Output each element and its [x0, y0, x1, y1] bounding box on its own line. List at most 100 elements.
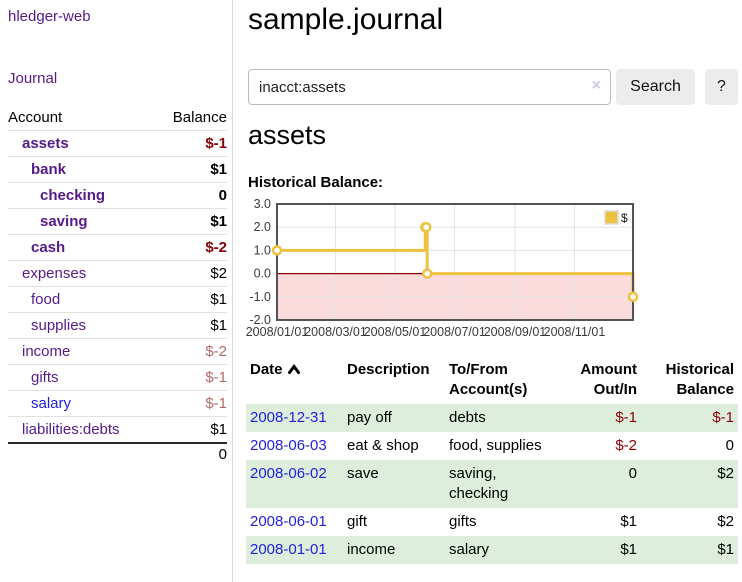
transaction-date-link[interactable]: 2008-01-01 [250, 541, 327, 558]
sidebar-accounts: assets $-1 bank $1 checking 0 saving $1 cash $-2 e… [8, 130, 227, 442]
clear-search-icon[interactable]: × [591, 77, 601, 94]
transaction-balance: $-1 [712, 409, 734, 426]
transaction-date-link[interactable]: 2008-06-02 [250, 465, 327, 482]
transaction-accounts: debts [449, 409, 486, 426]
sidebar-account-link[interactable]: cash [31, 239, 66, 256]
accounts-header: Account Balance [8, 105, 227, 130]
transaction-date-cell: 2008-06-02 [246, 460, 343, 508]
historical-balance-chart[interactable]: $3.0 2.0 1.0 0.0 -1.0 -2.02008/01/012008/03/0… [246, 197, 742, 348]
transaction-description: income [347, 541, 396, 558]
transaction-amount: $1 [620, 513, 637, 530]
sidebar-account-link[interactable]: saving [40, 213, 88, 230]
search-input[interactable] [248, 69, 611, 105]
accounts-total-row: 0 [8, 442, 227, 466]
transaction-date-link[interactable]: 2008-06-03 [250, 437, 327, 454]
svg-text:-2.0: -2.0 [249, 313, 271, 327]
svg-text:1.0: 1.0 [254, 243, 271, 257]
account-row: expenses $2 [8, 260, 227, 286]
account-balance: $-1 [205, 135, 227, 152]
column-header-accounts: To/From Account(s) [449, 361, 528, 398]
register-header-row: Date Description To/From Account(s) Amou… [246, 356, 738, 404]
transaction-date-cell: 2008-06-03 [246, 432, 343, 460]
account-row: gifts $-1 [8, 364, 227, 390]
column-header-description: Description [347, 361, 430, 378]
account-row: checking 0 [8, 182, 227, 208]
column-header-date[interactable]: Date [246, 356, 343, 404]
page-title: sample.journal [248, 3, 444, 36]
sidebar-account-link[interactable]: checking [40, 187, 106, 204]
accounts-header-account: Account [8, 109, 63, 126]
account-row: salary $-1 [8, 390, 227, 416]
register-account-heading: assets [248, 120, 327, 150]
sidebar-account-link[interactable]: liabilities:debts [22, 421, 120, 438]
svg-text:2008/03/01: 2008/03/01 [304, 325, 367, 339]
account-balance: $1 [210, 213, 227, 230]
svg-text:-1.0: -1.0 [249, 290, 271, 304]
svg-text:2008/01/01: 2008/01/01 [246, 325, 309, 339]
transaction-amount: $1 [620, 541, 637, 558]
account-row: saving $1 [8, 208, 227, 234]
svg-text:2.0: 2.0 [254, 220, 271, 234]
account-balance: $-2 [205, 343, 227, 360]
register-table: Date Description To/From Account(s) Amou… [246, 356, 738, 564]
main-content: sample.journal × Search ? assets Histori… [246, 0, 742, 582]
account-balance: $2 [210, 265, 227, 282]
sidebar-account-link[interactable]: bank [31, 161, 67, 178]
search-button[interactable]: Search [616, 69, 695, 105]
account-row: cash $-2 [8, 234, 227, 260]
sidebar-account-link[interactable]: supplies [31, 317, 87, 334]
account-row: food $1 [8, 286, 227, 312]
transaction-accounts: salary [449, 541, 490, 558]
transaction-amount: $-2 [615, 437, 637, 454]
sidebar-account-link[interactable]: income [22, 343, 71, 360]
account-balance: 0 [218, 187, 227, 204]
sidebar-account-link[interactable]: gifts [31, 369, 59, 386]
svg-text:$: $ [621, 211, 628, 225]
account-row: liabilities:debts $1 [8, 416, 227, 442]
transaction-accounts: saving, checking [449, 465, 509, 502]
account-balance: $1 [210, 161, 227, 178]
transaction-balance: $2 [717, 513, 734, 530]
svg-text:2008/09/01: 2008/09/01 [484, 325, 547, 339]
account-balance: $1 [210, 421, 227, 438]
register-table-body: 2008-12-31 pay off debts $-1 $-1 2008-06-03 ea… [246, 404, 738, 564]
sort-ascending-icon [287, 361, 301, 381]
transaction-balance: $2 [717, 465, 734, 482]
account-row: assets $-1 [8, 130, 227, 156]
account-balance: $1 [210, 317, 227, 334]
help-button[interactable]: ? [705, 69, 738, 105]
transaction-date-cell: 2008-01-01 [246, 536, 343, 564]
column-header-amount: Amount Out/In [580, 361, 637, 398]
svg-text:2008/07/01: 2008/07/01 [423, 325, 486, 339]
sidebar-account-link[interactable]: food [31, 291, 61, 308]
transaction-description: eat & shop [347, 437, 419, 454]
table-row: 2008-06-03 eat & shop food, supplies $-2 0 [246, 432, 738, 460]
transaction-date-link[interactable]: 2008-12-31 [250, 409, 327, 426]
transaction-balance: $1 [717, 541, 734, 558]
sidebar-account-link[interactable]: assets [22, 135, 69, 152]
transaction-amount: $-1 [615, 409, 637, 426]
sidebar-account-link[interactable]: salary [31, 395, 72, 412]
account-row: supplies $1 [8, 312, 227, 338]
transaction-description: save [347, 465, 379, 482]
accounts-panel: Account Balance assets $-1 bank $1 checking 0… [8, 105, 227, 466]
transaction-date-link[interactable]: 2008-06-01 [250, 513, 327, 530]
account-row: bank $1 [8, 156, 227, 182]
brand-link[interactable]: hledger-web [8, 8, 91, 25]
svg-text:2008/11/01: 2008/11/01 [544, 325, 606, 339]
transaction-description: gift [347, 513, 368, 530]
account-balance: $1 [210, 291, 227, 308]
table-row: 2008-06-02 save saving, checking 0 $2 [246, 460, 738, 508]
svg-text:2008/05/01: 2008/05/01 [364, 325, 427, 339]
table-row: 2008-01-01 income salary $1 $1 [246, 536, 738, 564]
sidebar-account-link[interactable]: expenses [22, 265, 87, 282]
chart-container: $3.0 2.0 1.0 0.0 -1.0 -2.0 2008/01/01 2008/03/0… [246, 197, 742, 348]
sidebar-item-journal[interactable]: Journal [8, 70, 58, 87]
transaction-date-cell: 2008-12-31 [246, 404, 343, 432]
register-panel: Date Description To/From Account(s) Amou… [246, 356, 738, 564]
account-balance: $-1 [205, 369, 227, 386]
table-row: 2008-06-01 gift gifts $1 $2 [246, 508, 738, 536]
account-row: income $-2 [8, 338, 227, 364]
transaction-amount: 0 [628, 465, 637, 482]
transaction-accounts: food, supplies [449, 437, 542, 454]
